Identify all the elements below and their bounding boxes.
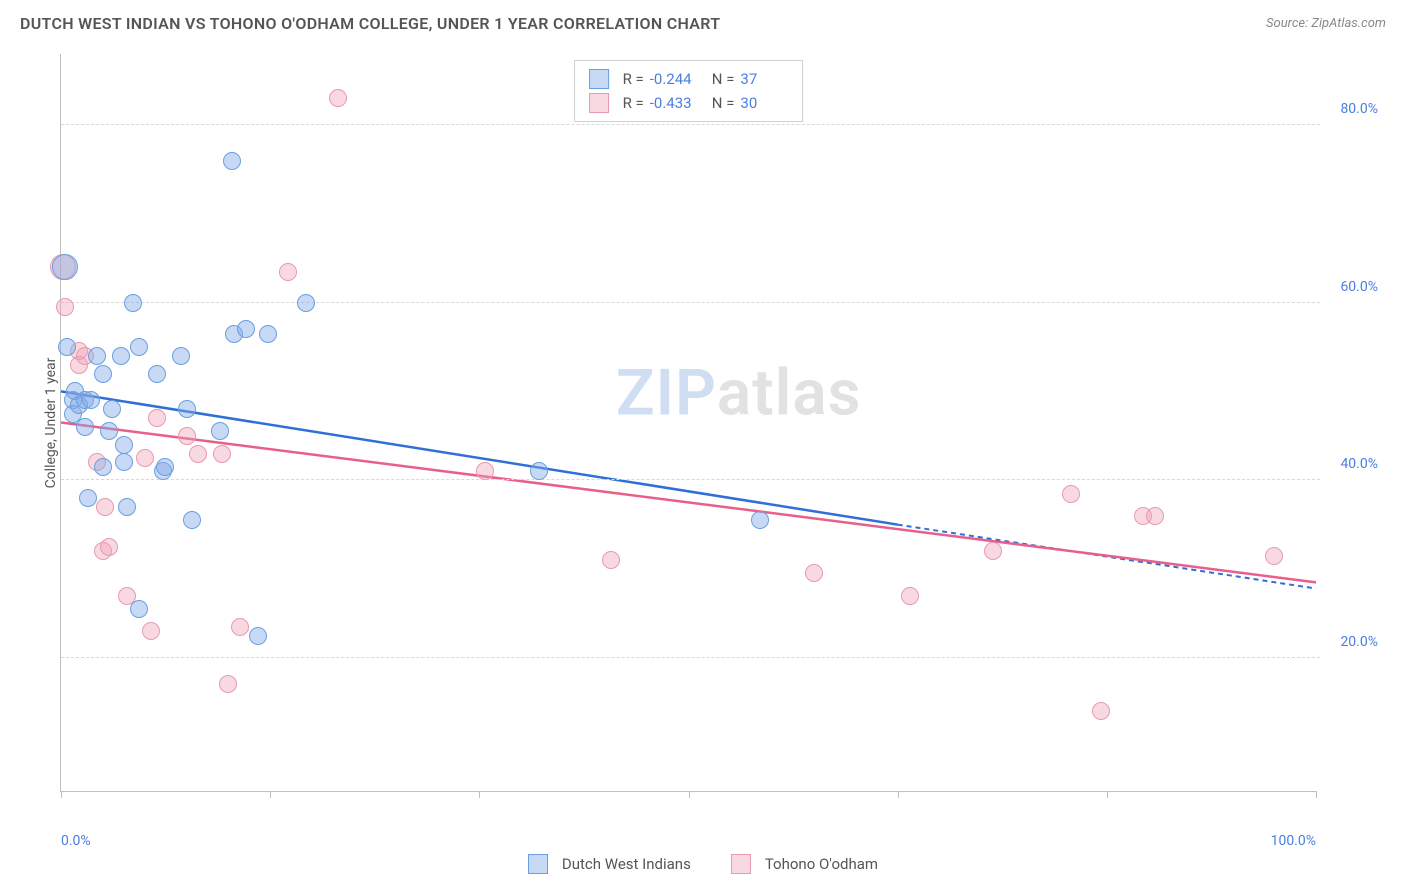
scatter-point [189,445,207,463]
gridline-h [61,479,1320,480]
scatter-point [103,400,121,418]
gridline-h [61,302,1320,303]
y-axis-label: College, Under 1 year [43,357,59,488]
scatter-point [183,511,201,529]
scatter-point [96,498,114,516]
scatter-point [1146,507,1164,525]
scatter-point [297,294,315,312]
regression-lines-layer [61,54,1316,791]
scatter-point [115,436,133,454]
x-tick [61,791,62,798]
stat-n-value: 37 [740,67,788,91]
scatter-point [1265,547,1283,565]
y-tick-label: 80.0% [1340,101,1378,117]
gridline-h [61,657,1320,658]
stats-row: R = -0.433 N =30 [589,91,789,115]
stat-r-value: -0.433 [650,91,698,115]
chart-title: DUTCH WEST INDIAN VS TOHONO O'ODHAM COLL… [20,14,720,33]
plot-area: College, Under 1 year ZIPatlas R =-0.244… [60,54,1316,792]
scatter-point [213,445,231,463]
scatter-point [115,453,133,471]
scatter-point [142,622,160,640]
scatter-point [94,365,112,383]
scatter-point [211,422,229,440]
series-swatch [589,69,609,89]
scatter-point [805,564,823,582]
series-swatch [589,93,609,113]
legend-item: Dutch West Indians [528,854,691,874]
scatter-point [901,587,919,605]
scatter-point [136,449,154,467]
scatter-point [88,347,106,365]
stat-r-label: R = [623,67,644,91]
scatter-point [100,422,118,440]
scatter-point [231,618,249,636]
legend-swatch [731,854,751,874]
x-tick-label: 0.0% [61,833,91,849]
stat-n-value: 30 [740,91,788,115]
bottom-legend: Dutch West Indians Tohono O'odham [0,854,1406,874]
stat-r-value: -0.244 [650,67,698,91]
scatter-point [249,627,267,645]
scatter-point [237,320,255,338]
regression-line [61,423,1316,583]
scatter-point [130,338,148,356]
scatter-point [602,551,620,569]
scatter-point [156,458,174,476]
scatter-point [1092,702,1110,720]
x-tick [1316,791,1317,798]
y-tick-label: 60.0% [1340,279,1378,295]
stats-legend-box: R = -0.244 N =37 R = -0.433 N =30 [574,60,804,122]
scatter-point [100,538,118,556]
x-tick [270,791,271,798]
scatter-point [1062,485,1080,503]
scatter-point [58,338,76,356]
scatter-point [76,418,94,436]
scatter-point [476,462,494,480]
scatter-point [751,511,769,529]
legend-swatch [528,854,548,874]
scatter-point [52,254,78,280]
scatter-point [172,347,190,365]
legend-item: Tohono O'odham [731,854,878,874]
scatter-point [130,600,148,618]
scatter-point [279,263,297,281]
scatter-point [124,294,142,312]
scatter-point [329,89,347,107]
scatter-point [148,409,166,427]
scatter-point [82,391,100,409]
x-tick [1107,791,1108,798]
scatter-point [56,298,74,316]
x-tick [479,791,480,798]
gridline-h [61,124,1320,125]
scatter-point [118,498,136,516]
x-tick [689,791,690,798]
scatter-point [178,427,196,445]
stat-n-label: N = [712,67,735,91]
header: DUTCH WEST INDIAN VS TOHONO O'ODHAM COLL… [0,0,1406,41]
scatter-point [223,152,241,170]
chart-container: College, Under 1 year ZIPatlas R =-0.244… [20,48,1386,832]
y-tick-label: 40.0% [1340,456,1378,472]
scatter-point [94,458,112,476]
scatter-point [79,489,97,507]
scatter-point [148,365,166,383]
legend-label: Dutch West Indians [562,855,691,873]
scatter-point [112,347,130,365]
stats-row: R = -0.244 N =37 [589,67,789,91]
scatter-point [219,675,237,693]
y-tick-label: 20.0% [1340,634,1378,650]
scatter-point [530,462,548,480]
stat-n-label: N = [712,91,735,115]
scatter-point [259,325,277,343]
stat-r-label: R = [623,91,644,115]
legend-label: Tohono O'odham [765,855,878,873]
scatter-point [178,400,196,418]
x-tick [898,791,899,798]
scatter-point [984,542,1002,560]
source-attribution: Source: ZipAtlas.com [1266,16,1386,31]
x-tick-label: 100.0% [1271,833,1316,849]
